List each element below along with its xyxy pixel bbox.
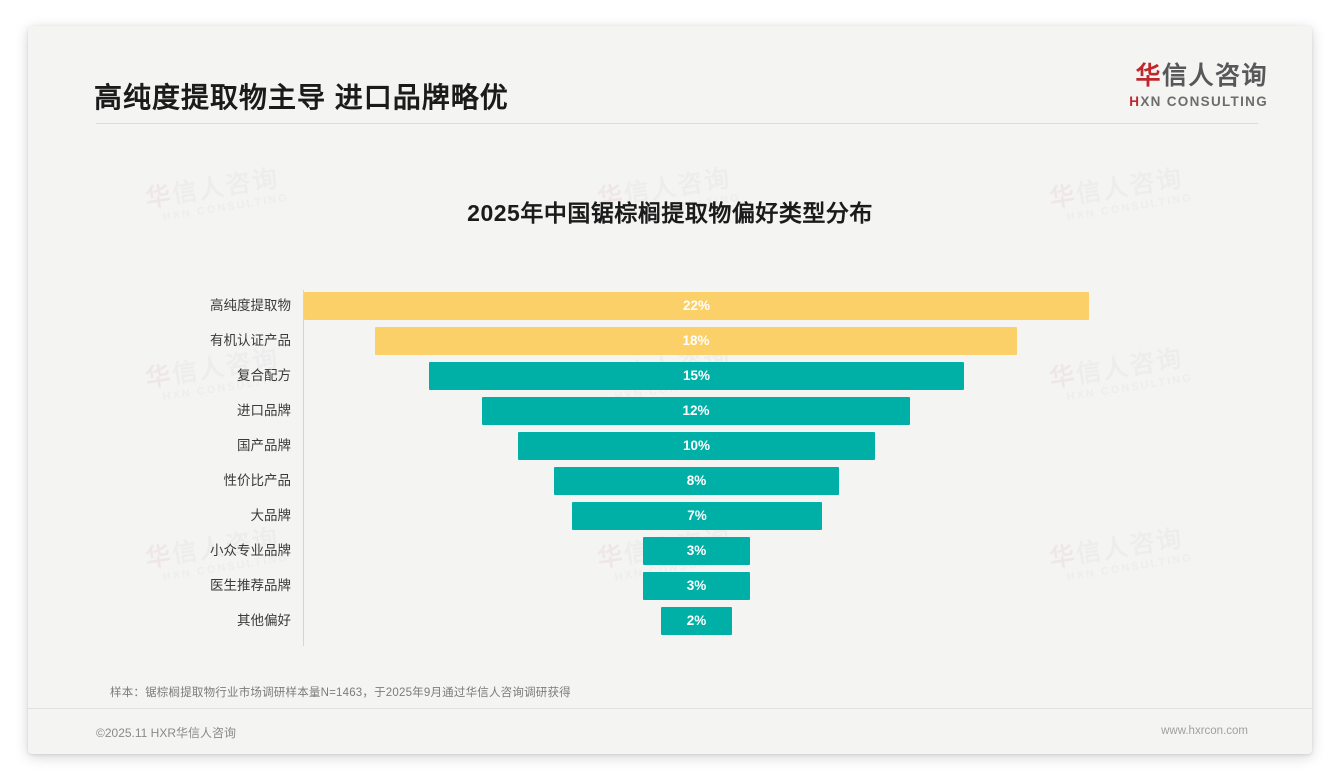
category-label: 大品牌 — [250, 508, 292, 523]
chart-footnote: 样本：锯棕榈提取物行业市场调研样本量N=1463，于2025年9月通过华信人咨询… — [110, 687, 571, 699]
header-divider — [96, 123, 1258, 124]
category-label: 高纯度提取物 — [210, 298, 291, 313]
funnel-row: 其他偏好 2% — [28, 603, 1312, 638]
website-url: www.hxrcon.com — [1161, 725, 1248, 737]
category-label: 有机认证产品 — [210, 333, 291, 348]
funnel-bar[interactable] — [304, 291, 1089, 320]
funnel-bar[interactable] — [661, 606, 732, 635]
category-label: 国产品牌 — [237, 438, 291, 453]
funnel-bar[interactable] — [375, 326, 1017, 355]
logo-en-rest: XN CONSULTING — [1140, 93, 1268, 109]
bar-value-label: 18% — [682, 332, 710, 348]
logo-cn-first-char: 华 — [1135, 62, 1162, 90]
bar-value-label: 10% — [682, 437, 711, 453]
bar-value-label: 15% — [682, 367, 711, 383]
funnel-row: 有机认证产品 18% — [28, 323, 1312, 358]
logo-en-first-char: H — [1129, 93, 1141, 109]
bar-value-label: 3% — [686, 577, 707, 593]
bar-value-label: 2% — [686, 612, 707, 628]
category-label: 性价比产品 — [223, 473, 292, 488]
category-label: 其他偏好 — [237, 613, 291, 628]
funnel-bar[interactable] — [572, 501, 822, 530]
bar-value-label: 22% — [682, 297, 711, 313]
funnel-bar[interactable] — [429, 361, 964, 390]
logo-english-text: HXN CONSULTING — [1129, 94, 1268, 109]
category-label: 复合配方 — [237, 368, 291, 383]
logo-cn-rest: 信人咨询 — [1161, 62, 1268, 90]
copyright-text: ©2025.11 HXR华信人咨询 — [96, 726, 236, 740]
bar-value-label: 8% — [686, 472, 707, 488]
slide-footer: ©2025.11 HXR华信人咨询 www.hxrcon.com — [28, 709, 1312, 754]
funnel-bar[interactable] — [643, 571, 750, 600]
page-title: 高纯度提取物主导 进口品牌略优 — [94, 82, 509, 113]
funnel-row: 医生推荐品牌 3% — [28, 568, 1312, 603]
funnel-row: 小众专业品牌 3% — [28, 533, 1312, 568]
funnel-bar[interactable] — [482, 396, 910, 425]
bar-value-label: 12% — [682, 402, 710, 418]
slide-header: 高纯度提取物主导 进口品牌略优 华信人咨询 HXN CONSULTING — [28, 26, 1312, 124]
funnel-bar[interactable] — [518, 431, 875, 460]
company-logo: 华信人咨询 HXN CONSULTING — [1129, 62, 1268, 109]
logo-chinese-text: 华信人咨询 — [1129, 62, 1268, 91]
footer-divider — [28, 708, 1312, 709]
category-label: 医生推荐品牌 — [210, 578, 291, 593]
funnel-row: 大品牌 7% — [28, 498, 1312, 533]
funnel-bar[interactable] — [554, 466, 839, 495]
bar-value-label: 7% — [687, 507, 707, 523]
slide-canvas: 华信人咨询 HXN CONSULTING 华信人咨询 HXN CONSULTING 华信… — [28, 26, 1312, 754]
funnel-bar[interactable] — [643, 536, 750, 565]
funnel-row: 进口品牌 12% — [28, 393, 1312, 428]
bar-value-label: 3% — [686, 542, 707, 558]
category-label: 小众专业品牌 — [210, 543, 291, 558]
category-label: 进口品牌 — [237, 403, 291, 418]
chart-title: 2025年中国锯棕榈提取物偏好类型分布 — [467, 200, 873, 226]
funnel-row: 高纯度提取物 22% — [28, 288, 1312, 323]
funnel-row: 复合配方 15% — [28, 358, 1312, 393]
funnel-chart: 高纯度提取物 22% 有机认证产品 18% 复合配方 15% 进口品牌 12% 国产品牌 10% 性… — [28, 268, 1312, 658]
funnel-row: 国产品牌 10% — [28, 428, 1312, 463]
category-axis-line — [303, 290, 304, 646]
funnel-row: 性价比产品 8% — [28, 463, 1312, 498]
